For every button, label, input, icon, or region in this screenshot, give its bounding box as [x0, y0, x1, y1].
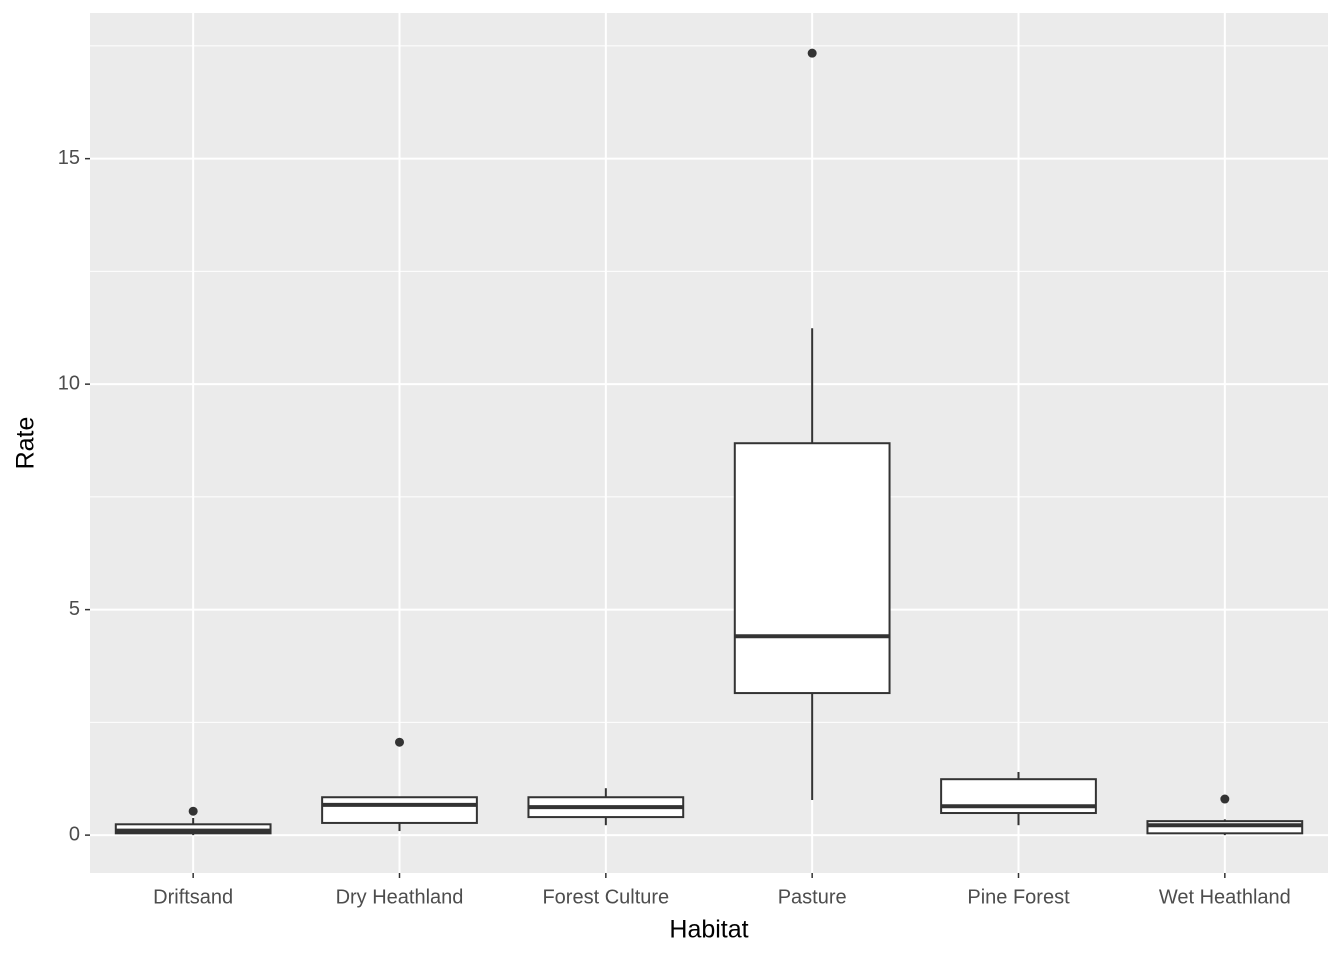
x-tick-label: Forest Culture — [542, 886, 669, 908]
outlier — [188, 806, 198, 816]
x-tick-label: Wet Heathland — [1159, 886, 1291, 908]
outlier — [807, 48, 817, 58]
box — [1146, 820, 1304, 835]
y-axis-title: Rate — [12, 417, 40, 470]
x-tick-label: Pine Forest — [967, 886, 1070, 908]
y-tick-label: 15 — [58, 147, 80, 169]
y-tick-label: 10 — [58, 372, 80, 394]
outlier — [395, 737, 404, 747]
x-axis-title: Habitat — [669, 916, 748, 944]
x-tick-label: Dry Heathland — [336, 886, 464, 908]
y-tick-label: 5 — [69, 598, 80, 620]
panel — [90, 13, 1328, 873]
x-tick-label: Driftsand — [153, 886, 233, 908]
y-tick-label: 0 — [69, 823, 80, 845]
x-tick-label: Pasture — [778, 886, 847, 908]
outlier — [1220, 794, 1230, 804]
box — [321, 796, 478, 824]
box — [733, 442, 891, 695]
